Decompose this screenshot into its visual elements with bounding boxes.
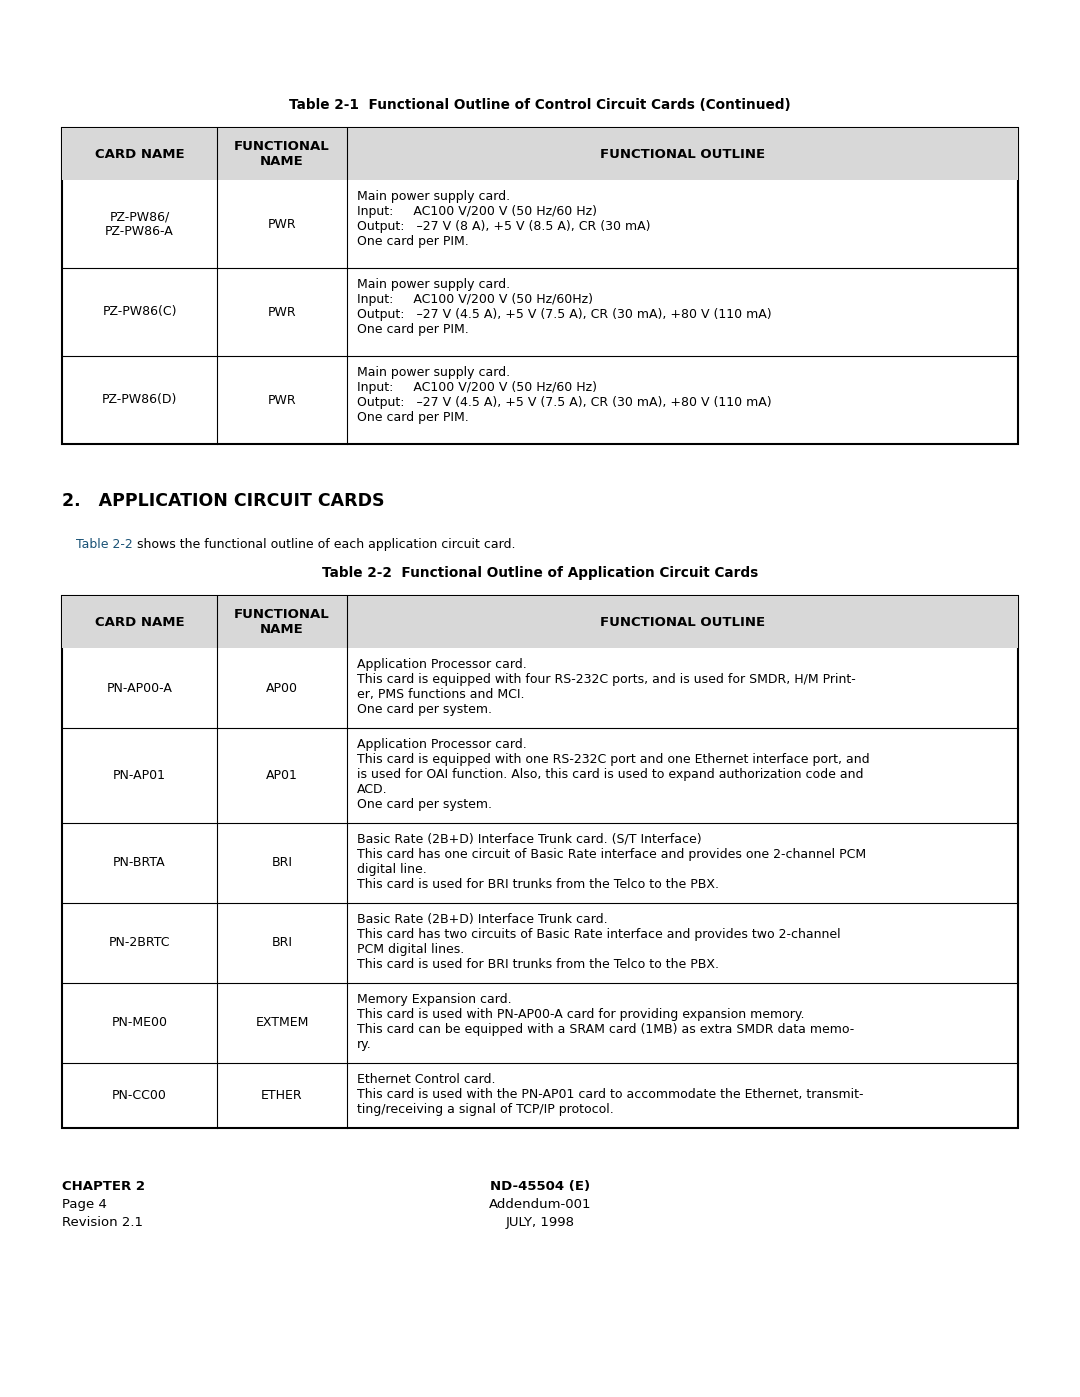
Text: AP01: AP01 — [266, 768, 298, 782]
Text: PN-2BRTC: PN-2BRTC — [109, 936, 171, 950]
Text: shows the functional outline of each application circuit card.: shows the functional outline of each app… — [133, 538, 515, 550]
Text: PWR: PWR — [268, 394, 296, 407]
Text: CARD NAME: CARD NAME — [95, 616, 185, 629]
Text: Main power supply card.
Input:     AC100 V/200 V (50 Hz/60 Hz)
Output:   –27 V (: Main power supply card. Input: AC100 V/2… — [357, 366, 771, 425]
Text: CARD NAME: CARD NAME — [95, 148, 185, 161]
Text: 2.   APPLICATION CIRCUIT CARDS: 2. APPLICATION CIRCUIT CARDS — [62, 492, 384, 510]
Text: Page 4: Page 4 — [62, 1199, 107, 1211]
Text: AP00: AP00 — [266, 682, 298, 694]
Text: ND-45504 (E): ND-45504 (E) — [490, 1180, 590, 1193]
Text: Main power supply card.
Input:     AC100 V/200 V (50 Hz/60Hz)
Output:   –27 V (4: Main power supply card. Input: AC100 V/2… — [357, 278, 771, 337]
Text: Table 2-2  Functional Outline of Application Circuit Cards: Table 2-2 Functional Outline of Applicat… — [322, 566, 758, 580]
Text: Revision 2.1: Revision 2.1 — [62, 1215, 143, 1229]
Text: Application Processor card.
This card is equipped with one RS-232C port and one : Application Processor card. This card is… — [357, 738, 869, 812]
Text: EXTMEM: EXTMEM — [255, 1017, 309, 1030]
Text: FUNCTIONAL
NAME: FUNCTIONAL NAME — [234, 608, 329, 636]
Text: PZ-PW86(C): PZ-PW86(C) — [103, 306, 177, 319]
Text: Table 2-2: Table 2-2 — [76, 538, 133, 550]
Text: PZ-PW86(D): PZ-PW86(D) — [102, 394, 177, 407]
Text: BRI: BRI — [271, 936, 293, 950]
Text: PN-AP01: PN-AP01 — [113, 768, 166, 782]
Text: FUNCTIONAL
NAME: FUNCTIONAL NAME — [234, 140, 329, 168]
Text: Application Processor card.
This card is equipped with four RS-232C ports, and i: Application Processor card. This card is… — [357, 658, 855, 717]
Bar — [62, 129, 1018, 444]
Text: Memory Expansion card.
This card is used with PN-AP00-A card for providing expan: Memory Expansion card. This card is used… — [357, 993, 854, 1051]
Text: Main power supply card.
Input:     AC100 V/200 V (50 Hz/60 Hz)
Output:   –27 V (: Main power supply card. Input: AC100 V/2… — [357, 190, 650, 249]
Bar — [62, 129, 1018, 180]
Text: JULY, 1998: JULY, 1998 — [505, 1215, 575, 1229]
Text: CHAPTER 2: CHAPTER 2 — [62, 1180, 145, 1193]
Text: FUNCTIONAL OUTLINE: FUNCTIONAL OUTLINE — [599, 616, 765, 629]
Text: Addendum-001: Addendum-001 — [489, 1199, 591, 1211]
Text: PN-ME00: PN-ME00 — [111, 1017, 167, 1030]
Text: BRI: BRI — [271, 856, 293, 869]
Text: Ethernet Control card.
This card is used with the PN-AP01 card to accommodate th: Ethernet Control card. This card is used… — [357, 1073, 864, 1116]
Text: FUNCTIONAL OUTLINE: FUNCTIONAL OUTLINE — [599, 148, 765, 161]
Text: PN-CC00: PN-CC00 — [112, 1090, 167, 1102]
Text: PN-AP00-A: PN-AP00-A — [107, 682, 173, 694]
Text: PZ-PW86/
PZ-PW86-A: PZ-PW86/ PZ-PW86-A — [105, 210, 174, 237]
Text: Table 2-1  Functional Outline of Control Circuit Cards (Continued): Table 2-1 Functional Outline of Control … — [289, 98, 791, 112]
Text: Basic Rate (2B+D) Interface Trunk card. (S/T Interface)
This card has one circui: Basic Rate (2B+D) Interface Trunk card. … — [357, 833, 866, 891]
Text: Basic Rate (2B+D) Interface Trunk card.
This card has two circuits of Basic Rate: Basic Rate (2B+D) Interface Trunk card. … — [357, 914, 840, 971]
Text: PN-BRTA: PN-BRTA — [113, 856, 166, 869]
Bar — [62, 597, 1018, 648]
Bar — [62, 597, 1018, 1127]
Text: PWR: PWR — [268, 306, 296, 319]
Text: PWR: PWR — [268, 218, 296, 231]
Text: ETHER: ETHER — [261, 1090, 302, 1102]
